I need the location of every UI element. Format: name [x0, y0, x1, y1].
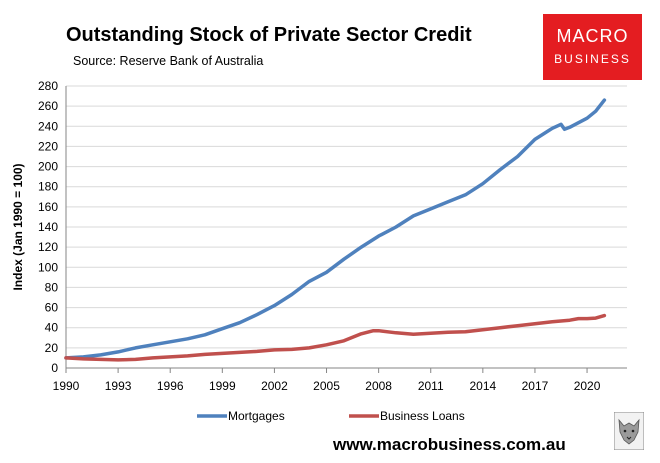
series-line-business-loans: [64, 313, 607, 362]
y-axis-label: Index (Jan 1990 = 100): [11, 163, 25, 290]
x-tick-label: 1993: [105, 379, 132, 393]
y-tick-label: 40: [45, 321, 59, 335]
y-tick-label: 240: [38, 119, 58, 133]
x-tick-label: 2020: [574, 379, 601, 393]
x-tick-label: 2017: [522, 379, 549, 393]
x-tick-label: 1999: [209, 379, 236, 393]
x-tick-label: 2011: [418, 379, 444, 393]
chart-subtitle: Source: Reserve Bank of Australia: [73, 54, 264, 68]
x-tick-label: 1996: [157, 379, 184, 393]
y-tick-label: 280: [38, 79, 58, 93]
y-tick-label: 140: [38, 220, 58, 234]
x-tick-label: 1990: [53, 379, 80, 393]
y-tick-label: 0: [51, 361, 58, 375]
y-tick-label: 100: [38, 260, 58, 274]
x-tick-label: 2002: [261, 379, 288, 393]
wolf-icon: [614, 412, 644, 450]
legend-label: Mortgages: [228, 409, 285, 423]
y-tick-label: 200: [38, 160, 58, 174]
y-tick-label: 20: [45, 341, 59, 355]
footer-url: www.macrobusiness.com.au: [333, 435, 566, 454]
legend-label: Business Loans: [380, 409, 465, 423]
x-tick-label: 2014: [469, 379, 496, 393]
x-tick-label: 2005: [313, 379, 340, 393]
series-line-mortgages: [64, 98, 607, 360]
y-tick-label: 260: [38, 99, 58, 113]
y-tick-label: 120: [38, 240, 58, 254]
y-tick-label: 160: [38, 200, 58, 214]
macro-business-logo: MACRO BUSINESS: [543, 14, 642, 80]
y-tick-label: 60: [45, 301, 59, 315]
x-tick-label: 2008: [365, 379, 392, 393]
logo-line-2: BUSINESS: [554, 52, 631, 66]
y-tick-label: 180: [38, 180, 58, 194]
y-tick-label: 220: [38, 139, 58, 153]
y-tick-label: 80: [45, 280, 59, 294]
chart-title: Outstanding Stock of Private Sector Cred…: [66, 24, 472, 46]
logo-line-1: MACRO: [556, 26, 629, 46]
